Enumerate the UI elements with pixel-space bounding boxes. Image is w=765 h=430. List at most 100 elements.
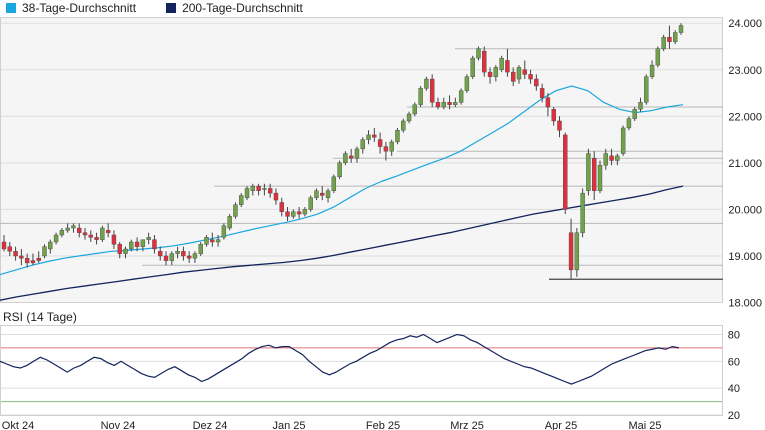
- candle-body: [267, 188, 273, 194]
- candle-body: [105, 230, 111, 233]
- candle-body: [505, 60, 510, 73]
- candle-body: [1, 241, 7, 250]
- candle-body: [88, 234, 93, 238]
- candle-body: [227, 216, 232, 229]
- x-tick-label: Mrz 25: [450, 420, 484, 430]
- candle-body: [181, 251, 186, 257]
- candle-body: [233, 204, 238, 217]
- candle-body: [343, 153, 348, 164]
- candle-body: [580, 192, 585, 233]
- candle-body: [82, 232, 88, 236]
- x-tick-label: Dez 24: [193, 420, 228, 430]
- candle-body: [175, 251, 180, 254]
- candle-body: [262, 188, 267, 190]
- candle-body: [609, 155, 614, 161]
- rsi-path: [0, 333, 680, 385]
- candle-body: [239, 195, 244, 205]
- rsi-y-tick-label: 40: [728, 383, 740, 395]
- candle-body: [632, 109, 637, 119]
- price-y-tick-label: 21.000: [728, 158, 762, 170]
- candle-body: [603, 153, 608, 166]
- candle-body: [539, 88, 545, 98]
- candle-body: [192, 253, 198, 259]
- price-y-tick-label: 22.000: [728, 111, 762, 123]
- price-plot-bg: [0, 17, 723, 303]
- candle-body: [551, 109, 556, 122]
- candle-body: [626, 118, 632, 129]
- candle-body: [366, 134, 371, 140]
- candle-body: [574, 232, 580, 271]
- price-y-tick-label: 23.000: [728, 65, 762, 77]
- candle-body: [302, 209, 308, 215]
- candle-body: [163, 255, 169, 261]
- candle-body: [221, 225, 227, 238]
- candle-body: [510, 71, 516, 82]
- candle-body: [412, 104, 418, 115]
- x-axis: Okt 24 Nov 24 Dez 24 Jan 25 Feb 25 Mrz 25 Apr …: [2, 420, 662, 430]
- candle-body: [100, 227, 105, 240]
- price-y-tick-label: 19.000: [728, 251, 762, 263]
- x-tick-label: Okt 24: [2, 420, 34, 430]
- candle-body: [77, 227, 82, 233]
- legend-label-ma200: 200-Tage-Durchschnitt: [182, 1, 303, 15]
- candle-body: [331, 176, 337, 191]
- candle-body: [545, 97, 551, 108]
- price-candles: [1, 23, 684, 280]
- rsi-y-tick-label: 20: [728, 410, 740, 422]
- candle-body: [441, 102, 446, 108]
- price-grid: [0, 17, 723, 303]
- price-y-tick-label: 20.000: [728, 204, 762, 216]
- candle-body: [482, 50, 487, 73]
- candle-body: [123, 248, 128, 254]
- candle-body: [19, 255, 24, 259]
- rsi-y-tick-label: 60: [728, 356, 740, 368]
- candle-body: [586, 153, 591, 191]
- candle-body: [53, 234, 59, 243]
- candle-body: [291, 211, 296, 217]
- candle-body: [348, 155, 354, 159]
- price-plot-frame: [0, 17, 723, 303]
- candle-body: [13, 251, 18, 257]
- candle-body: [36, 258, 41, 261]
- candle-body: [464, 76, 470, 91]
- candle-body: [597, 164, 603, 191]
- candle-body: [499, 57, 504, 70]
- candle-body: [158, 251, 163, 257]
- candle-body: [377, 139, 383, 147]
- ma200-path: [0, 185, 684, 301]
- candle-body: [244, 188, 250, 198]
- candle-body: [470, 57, 475, 77]
- candle-body: [134, 241, 140, 247]
- rsi-line: [0, 333, 680, 385]
- price-levels: [0, 48, 723, 280]
- candle-body: [458, 90, 464, 103]
- candle-body: [534, 78, 539, 87]
- candle-body: [418, 88, 423, 105]
- candle-body: [644, 76, 649, 103]
- candle-body: [325, 190, 331, 198]
- candle-body: [117, 244, 122, 254]
- price-y-axis: 18.000 19.000 20.000 21.000 22.000 23.000 24.0…: [728, 18, 762, 309]
- candle-body: [256, 185, 261, 191]
- rsi-plot-frame: [0, 325, 723, 416]
- ma200-line: [0, 185, 684, 301]
- candle-body: [429, 78, 435, 103]
- candle-body: [383, 146, 389, 152]
- candle-body: [210, 239, 215, 243]
- candle-body: [337, 162, 342, 178]
- price-y-tick-label: 18.000: [728, 298, 762, 310]
- candle-body: [296, 211, 302, 215]
- candle-body: [522, 69, 527, 75]
- candle-body: [169, 253, 175, 261]
- candle-body: [655, 48, 661, 66]
- candle-body: [568, 232, 574, 271]
- candle-body: [140, 239, 146, 247]
- candle-body: [592, 157, 597, 191]
- legend-swatch-ma38: [6, 3, 16, 13]
- candle-body: [649, 64, 655, 77]
- candle-body: [557, 120, 562, 131]
- x-tick-label: Mai 25: [628, 420, 661, 430]
- candle-body: [204, 237, 209, 245]
